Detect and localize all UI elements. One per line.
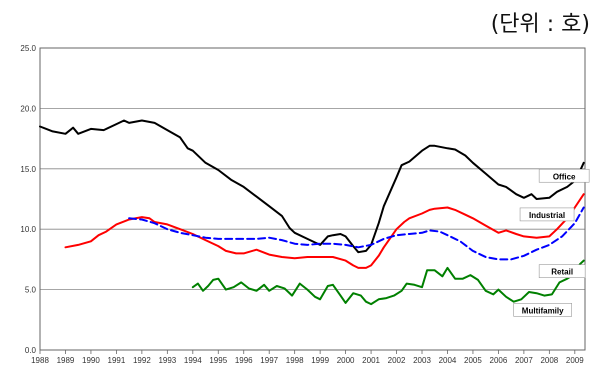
y-tick-label: 5.0 <box>25 286 37 295</box>
x-tick-label: 2009 <box>566 356 584 365</box>
series-label-box-office <box>538 168 590 183</box>
series-label-industrial: Industrial <box>529 211 565 220</box>
x-tick-label: 1996 <box>235 356 253 365</box>
grid-lines <box>40 47 585 351</box>
x-tick-label: 1989 <box>57 356 75 365</box>
x-tick-label: 2007 <box>515 356 533 365</box>
y-tick-label: 0.0 <box>25 346 37 355</box>
series-label-box-retail <box>538 264 586 278</box>
axes: 0.0 5.0 10.0 15.0 20.0 25.0 1988 1989 1990 1991 19… <box>20 44 586 365</box>
x-tick-label: 2003 <box>413 356 431 365</box>
plot-frame <box>39 47 586 351</box>
x-tick-label: 1988 <box>31 356 49 365</box>
x-tick-label: 1999 <box>311 356 329 365</box>
x-tick-label: 2004 <box>439 356 457 365</box>
series-lines <box>39 119 585 306</box>
x-tick-label: 1994 <box>184 356 202 365</box>
x-tick-label: 1992 <box>133 356 151 365</box>
x-tick-label: 1991 <box>108 356 126 365</box>
series-label-box-multifamily <box>513 303 572 317</box>
x-tick-label: 2002 <box>388 356 406 365</box>
x-tick-label: 1998 <box>286 356 304 365</box>
x-tick-label: 1993 <box>158 356 176 365</box>
series-line-industrial <box>64 193 585 269</box>
x-tick-label: 2005 <box>464 356 482 365</box>
x-tick-label: 1990 <box>82 356 100 365</box>
x-tick-label: 2000 <box>337 356 355 365</box>
series-label-retail: Retail <box>551 268 573 277</box>
unit-note: (단위 : 호) <box>490 12 590 37</box>
y-tick-label: 20.0 <box>20 104 36 113</box>
series-label-box-industrial <box>519 207 575 222</box>
series-labels: Office Industrial Retail Multifamily <box>513 168 590 317</box>
series-label-office: Office <box>553 172 576 181</box>
series-label-multifamily: Multifamily <box>522 306 564 315</box>
y-tick-label: 15.0 <box>20 165 36 174</box>
x-tick-label: 1997 <box>260 356 278 365</box>
x-tick-label: 2006 <box>490 356 508 365</box>
series-line-retail <box>128 206 585 261</box>
y-tick-label: 10.0 <box>20 225 36 234</box>
series-line-office <box>39 119 585 254</box>
x-tick-label: 2001 <box>362 356 380 365</box>
x-tick-label: 2008 <box>540 356 558 365</box>
x-tick-label: 1995 <box>209 356 227 365</box>
y-tick-label: 25.0 <box>20 44 36 53</box>
series-line-multifamily <box>191 259 585 306</box>
